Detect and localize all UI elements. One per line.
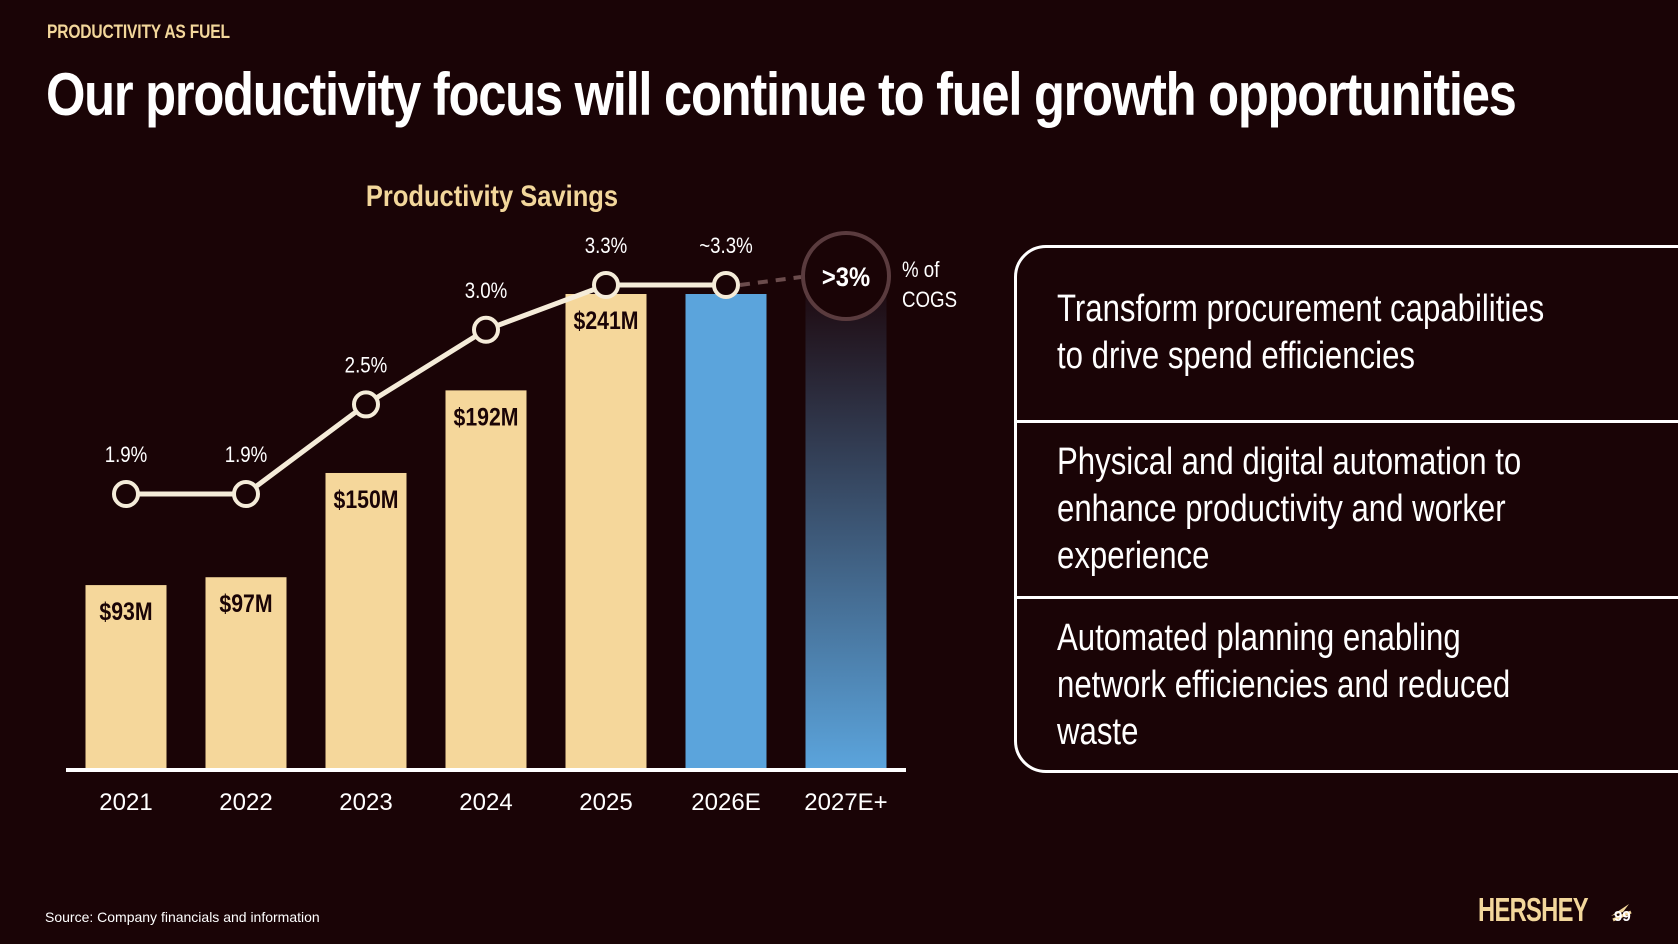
x-tick-label: 2027E+ <box>804 789 887 816</box>
bar-2021 <box>85 585 167 768</box>
line-marker <box>592 271 620 299</box>
line-series-% of COGS <box>126 282 726 497</box>
line-marker <box>352 390 380 419</box>
initiative-item: Automated planning enabling network effi… <box>1014 599 1678 771</box>
line-marker <box>112 480 140 508</box>
bar-2024 <box>445 390 527 768</box>
line-value-label: 3.0% <box>465 279 508 303</box>
line-value-label: 1.9% <box>105 444 148 468</box>
hershey-logo: HERSHEY <box>1478 891 1633 929</box>
line-marker <box>472 315 500 344</box>
initiative-text: Automated planning enabling network effi… <box>1057 616 1511 753</box>
line-value-label: 1.9% <box>225 444 268 468</box>
line-note-label: COGS <box>902 289 957 313</box>
bar-value-label: $192M <box>454 403 519 431</box>
chart-title: Productivity Savings <box>366 179 618 212</box>
x-tick-label: 2023 <box>339 789 392 816</box>
line-value-label: ~3.3% <box>699 235 753 259</box>
bar-value-label: $241M <box>574 306 639 334</box>
line-value-label: 3.3% <box>585 235 628 259</box>
initiative-text: Physical and digital automation to enhan… <box>1057 441 1522 577</box>
bar-value-label: $97M <box>219 590 272 618</box>
initiative-item: Physical and digital automation to enhan… <box>1014 423 1678 596</box>
line-note-label: % of <box>902 259 940 283</box>
eyebrow-label: PRODUCTIVITY AS FUEL <box>47 22 230 43</box>
projection-connector <box>739 275 802 287</box>
projection-badge-label: >3% <box>822 263 870 293</box>
page-title: Our productivity focus will continue to … <box>46 61 1517 128</box>
bar-value-label: $150M <box>334 485 399 513</box>
bar-2023 <box>325 472 407 768</box>
initiative-divider <box>1016 420 1678 423</box>
x-tick-label: 2025 <box>579 789 632 816</box>
x-tick-label: 2022 <box>219 789 272 816</box>
bar-2022 <box>205 577 287 768</box>
kiss-plume-icon <box>1610 904 1632 922</box>
line-marker <box>712 271 740 299</box>
bar-2027E+ <box>805 290 887 768</box>
bar-value-label: $93M <box>99 597 152 625</box>
x-tick-label: 2024 <box>459 789 512 816</box>
projection-badge <box>801 231 891 321</box>
x-tick-label: 2021 <box>99 789 152 816</box>
initiative-text: Transform procurement capabilities to dr… <box>1057 288 1545 377</box>
initiative-item: Transform procurement capabilities to dr… <box>1014 248 1678 418</box>
productivity-savings-chart: Productivity Savings 2021 2022 2023 2024 202… <box>66 179 957 816</box>
bar-2025 <box>565 294 647 768</box>
page-number: 99 <box>1614 908 1631 925</box>
line-value-label: 2.5% <box>345 354 388 378</box>
x-tick-label: 2026E <box>691 789 760 816</box>
line-marker <box>232 480 260 508</box>
bar-2026E <box>685 294 767 768</box>
source-note: Source: Company financials and informati… <box>45 909 320 925</box>
initiative-divider <box>1016 596 1678 599</box>
initiatives-panel <box>1014 245 1678 773</box>
logo-wordmark: HERSHEY <box>1478 891 1589 928</box>
